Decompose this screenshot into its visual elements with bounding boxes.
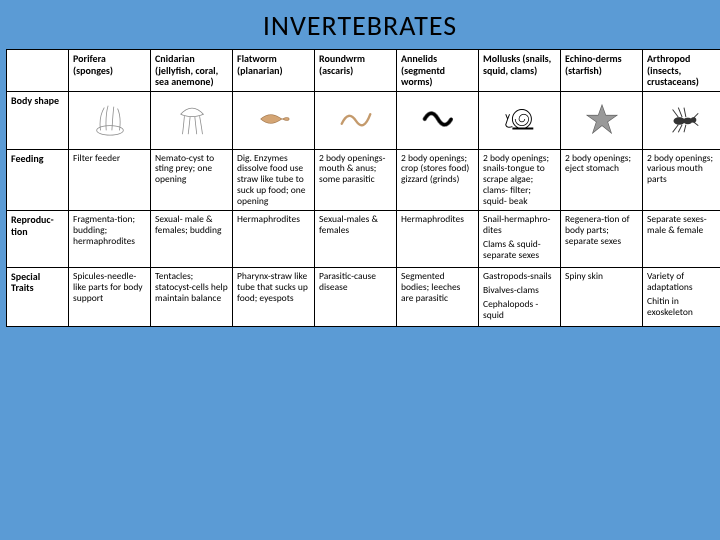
cell-repro-6: Regenera-tion of body parts; separate se… [561, 211, 643, 268]
insect-icon [664, 100, 704, 138]
col-flatworm: Flatworm (planarian) [233, 50, 315, 92]
cell-feeding-3: 2 body openings-mouth & anus; some paras… [315, 149, 397, 211]
cell-shape-annelid [397, 91, 479, 149]
annelid-icon [418, 100, 458, 138]
cell-repro-7: Separate sexes- male & female [643, 211, 720, 268]
col-mollusks: Mollusks (snails, squid, clams) [479, 50, 561, 92]
table-container: Porifera (sponges) Cnidarian (jellyfish,… [0, 49, 720, 333]
cell-repro-2: Hermaphrodites [233, 211, 315, 268]
cell-traits-7: Variety of adaptationsChitin in exoskele… [643, 267, 720, 327]
rowhdr-traits: Special Traits [7, 267, 69, 327]
cell-traits-1: Tentacles; statocyst-cells help maintain… [151, 267, 233, 327]
rowhdr-feeding: Feeding [7, 149, 69, 211]
cell-traits-5: Gastropods-snailsBivalves-clamsCephalopo… [479, 267, 561, 327]
col-roundworm: Roundwrm (ascaris) [315, 50, 397, 92]
cell-shape-mollusk [479, 91, 561, 149]
cell-repro-3: Sexual-males & females [315, 211, 397, 268]
cell-feeding-2: Dig. Enzymes dissolve food use straw lik… [233, 149, 315, 211]
row-body-shape: Body shape [7, 91, 720, 149]
cell-traits-6: Spiny skin [561, 267, 643, 327]
cell-feeding-5: 2 body openings; snails-tongue to scrape… [479, 149, 561, 211]
corner-cell [7, 50, 69, 92]
col-echinoderm: Echino-derms (starfish) [561, 50, 643, 92]
cell-shape-porifera [69, 91, 151, 149]
cell-repro-0: Fragmenta-tion; budding; hermaphrodites [69, 211, 151, 268]
flatworm-icon [254, 100, 294, 138]
row-reproduction: Reproduc-tion Fragmenta-tion; budding; h… [7, 211, 720, 268]
cell-shape-roundworm [315, 91, 397, 149]
cell-traits-2: Pharynx-straw like tube that sucks up fo… [233, 267, 315, 327]
cell-traits-4: Segmented bodies; leeches are parasitic [397, 267, 479, 327]
cell-repro-1: Sexual- male & females; budding [151, 211, 233, 268]
rowhdr-repro: Reproduc-tion [7, 211, 69, 268]
invertebrates-table: Porifera (sponges) Cnidarian (jellyfish,… [6, 49, 720, 327]
rowhdr-shape: Body shape [7, 91, 69, 149]
col-porifera: Porifera (sponges) [69, 50, 151, 92]
col-arthropod: Arthropod (insects, crustaceans) [643, 50, 720, 92]
sponge-icon [90, 100, 130, 138]
jellyfish-icon [172, 100, 212, 138]
cell-feeding-0: Filter feeder [69, 149, 151, 211]
cell-traits-0: Spicules-needle-like parts for body supp… [69, 267, 151, 327]
cell-shape-arthropod [643, 91, 720, 149]
cell-feeding-6: 2 body openings; eject stomach [561, 149, 643, 211]
row-special-traits: Special Traits Spicules-needle-like part… [7, 267, 720, 327]
col-cnidarian: Cnidarian (jellyfish, coral, sea anemone… [151, 50, 233, 92]
cell-shape-cnidarian [151, 91, 233, 149]
snail-icon [500, 100, 540, 138]
starfish-icon [582, 100, 622, 138]
cell-feeding-1: Nemato-cyst to sting prey; one opening [151, 149, 233, 211]
cell-feeding-7: 2 body openings; various mouth parts [643, 149, 720, 211]
page-title: INVERTEBRATES [0, 0, 720, 49]
cell-feeding-4: 2 body openings; crop (stores food) gizz… [397, 149, 479, 211]
cell-repro-5: Snail-hermaphro-ditesClams & squid-separ… [479, 211, 561, 268]
roundworm-icon [336, 100, 376, 138]
row-feeding: Feeding Filter feeder Nemato-cyst to sti… [7, 149, 720, 211]
cell-repro-4: Hermaphrodites [397, 211, 479, 268]
cell-shape-echinoderm [561, 91, 643, 149]
cell-shape-flatworm [233, 91, 315, 149]
table-header-row: Porifera (sponges) Cnidarian (jellyfish,… [7, 50, 720, 92]
cell-traits-3: Parasitic-cause disease [315, 267, 397, 327]
col-annelids: Annelids (segmentd worms) [397, 50, 479, 92]
